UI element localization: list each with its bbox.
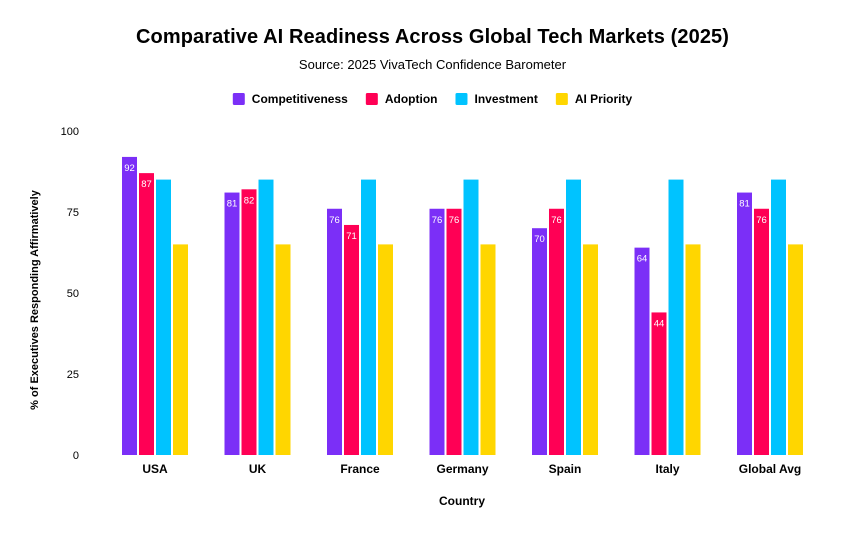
bar-value-label: 76 bbox=[432, 215, 443, 226]
chart-subtitle: Source: 2025 VivaTech Confidence Baromet… bbox=[298, 57, 567, 72]
bar-investment-uk bbox=[258, 179, 274, 455]
legend-label-competitiveness: Competitiveness bbox=[252, 92, 348, 106]
y-axis-label: % of Executives Responding Affirmatively bbox=[29, 189, 41, 410]
bar-value-label: 70 bbox=[534, 234, 545, 245]
bar-value-label: 76 bbox=[551, 215, 562, 226]
bar-competitiveness-italy bbox=[634, 247, 650, 455]
bar-value-label: 76 bbox=[449, 215, 460, 226]
bar-value-label: 76 bbox=[329, 215, 340, 226]
y-tick-label: 50 bbox=[67, 288, 79, 300]
legend: Competitiveness Adoption Investment AI Prio… bbox=[232, 92, 633, 106]
bars: 92 87 81 82 76 71 76 76 70 76 64 44 81 76 bbox=[122, 156, 803, 456]
bar-value-label: 92 bbox=[124, 163, 135, 174]
bar-value-label: 81 bbox=[227, 199, 238, 210]
bar-competitiveness-spain bbox=[532, 228, 547, 455]
bar-investment-italy bbox=[668, 179, 684, 455]
x-tick-label: France bbox=[340, 462, 380, 476]
bar-ai-priority-global-avg bbox=[788, 244, 803, 455]
bar-competitiveness-global-avg bbox=[737, 192, 752, 455]
bar-value-label: 87 bbox=[141, 179, 152, 190]
bar-value-label: 82 bbox=[244, 195, 255, 206]
bar-value-label: 71 bbox=[346, 231, 357, 242]
bar-value-label: 81 bbox=[739, 199, 750, 210]
bar-ai-priority-uk bbox=[275, 244, 291, 455]
bar-value-label: 76 bbox=[756, 215, 767, 226]
legend-swatch-ai-priority bbox=[555, 93, 568, 105]
bar-ai-priority-germany bbox=[480, 244, 496, 455]
x-tick-label: UK bbox=[249, 462, 267, 476]
bar-investment-germany bbox=[463, 179, 479, 455]
x-tick-label: USA bbox=[142, 462, 168, 476]
bar-ai-priority-italy bbox=[685, 244, 701, 455]
bar-competitiveness-france bbox=[327, 208, 342, 455]
bar-investment-usa bbox=[156, 179, 171, 455]
y-tick-label: 0 bbox=[73, 450, 79, 462]
legend-label-investment: Investment bbox=[474, 92, 537, 106]
legend-label-ai-priority: AI Priority bbox=[575, 92, 633, 106]
bar-adoption-global-avg bbox=[754, 208, 769, 455]
bar-value-label: 64 bbox=[637, 254, 648, 265]
bar-adoption-france bbox=[344, 224, 359, 455]
bar-adoption-italy bbox=[651, 312, 667, 455]
legend-swatch-competitiveness bbox=[232, 93, 245, 105]
legend-label-adoption: Adoption bbox=[385, 92, 438, 106]
bar-adoption-spain bbox=[549, 208, 564, 455]
x-tick-label: Germany bbox=[436, 462, 488, 476]
bar-competitiveness-uk bbox=[224, 192, 240, 455]
bar-adoption-uk bbox=[241, 189, 257, 455]
bar-adoption-germany bbox=[446, 208, 462, 455]
bar-investment-global-avg bbox=[771, 179, 786, 455]
y-axis: 0 25 50 75 100 bbox=[61, 126, 79, 462]
chart-title: Comparative AI Readiness Across Global T… bbox=[135, 26, 730, 48]
bar-value-label: 44 bbox=[654, 318, 665, 329]
x-tick-label: Global Avg bbox=[739, 462, 801, 476]
y-tick-label: 25 bbox=[67, 369, 79, 381]
bar-ai-priority-spain bbox=[583, 244, 598, 455]
x-tick-label: Spain bbox=[549, 462, 582, 476]
bar-competitiveness-usa bbox=[122, 156, 137, 456]
bar-adoption-usa bbox=[139, 173, 154, 455]
bar-ai-priority-france bbox=[378, 244, 393, 455]
bar-ai-priority-usa bbox=[173, 244, 188, 455]
legend-swatch-adoption bbox=[365, 93, 378, 105]
bar-investment-france bbox=[361, 179, 376, 455]
legend-swatch-investment bbox=[455, 93, 468, 105]
x-tick-label: Italy bbox=[655, 462, 679, 476]
y-tick-label: 100 bbox=[61, 126, 79, 138]
bar-competitiveness-germany bbox=[429, 208, 445, 455]
bar-investment-spain bbox=[566, 179, 581, 455]
y-tick-label: 75 bbox=[67, 207, 79, 219]
x-axis-label: Country bbox=[439, 494, 485, 508]
x-axis: USA UK France Germany Spain Italy Global Avg bbox=[142, 462, 801, 476]
